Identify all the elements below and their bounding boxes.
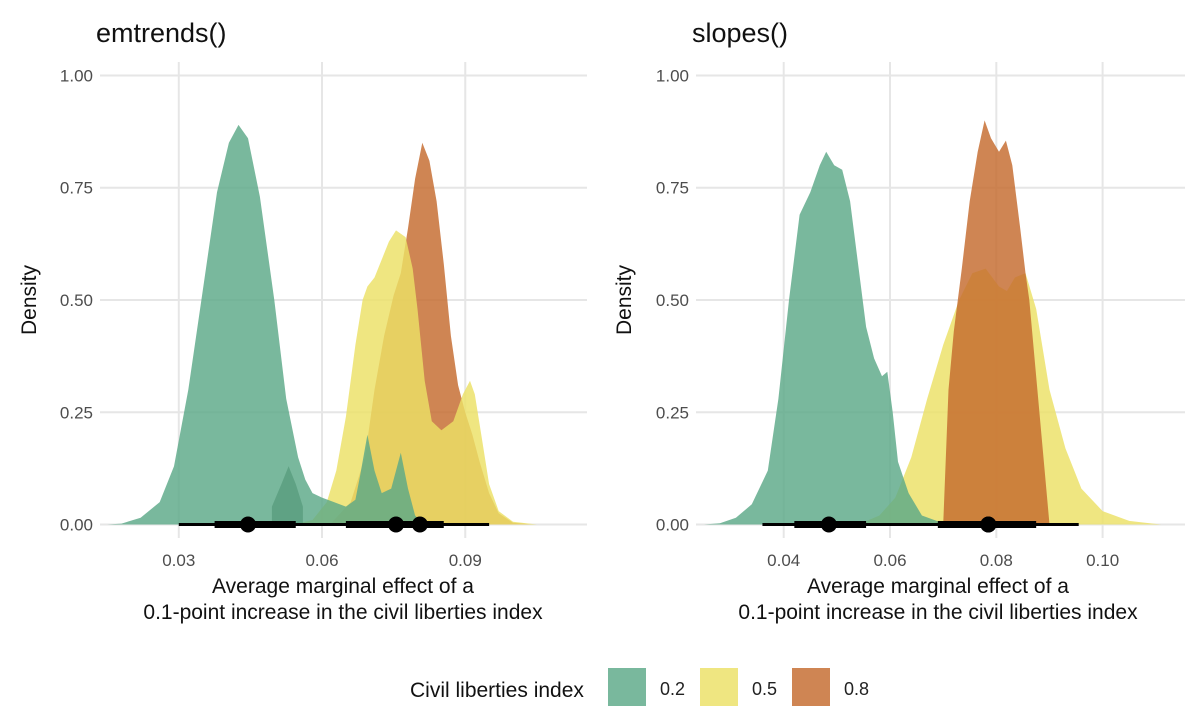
density-bump-0.2 [271, 466, 303, 525]
interval-point-0.8 [980, 516, 997, 533]
legend-title: Civil liberties index [410, 679, 584, 702]
y-tick-label: 0.25 [60, 403, 93, 422]
x-tick-label: 0.10 [1086, 551, 1119, 570]
density-0.5 [704, 268, 1162, 525]
y-axis-label: Density [18, 264, 41, 335]
legend-swatch-2 [792, 668, 830, 706]
legend-swatch-1 [700, 668, 738, 706]
interval-point-0.2 [820, 516, 837, 533]
density-0.2 [107, 124, 561, 525]
density-0.5 [107, 230, 566, 525]
x-tick-label: 0.06 [305, 551, 338, 570]
interval-point-0.2 [240, 516, 257, 533]
y-tick-label: 0.50 [656, 291, 689, 310]
y-axis-label: Density [613, 264, 636, 335]
legend-swatch-0 [608, 668, 646, 706]
interval-point-0.8 [411, 516, 428, 533]
legend-entry-0: 0.2 [608, 668, 685, 706]
x-tick-label: 0.04 [767, 551, 800, 570]
legend-label-2: 0.8 [844, 679, 869, 699]
x-tick-label: 0.09 [449, 551, 482, 570]
y-tick-label: 0.50 [60, 291, 93, 310]
x-tick-label: 0.03 [162, 551, 195, 570]
legend-label-1: 0.5 [752, 679, 777, 699]
y-tick-label: 1.00 [60, 66, 93, 85]
interval-point-0.5 [388, 516, 405, 533]
legend-entry-1: 0.5 [700, 668, 777, 706]
legend: Civil liberties index 0.2 0.5 0.8 [410, 668, 869, 706]
x-axis-label-line-0: Average marginal effect of a [212, 575, 474, 598]
y-tick-label: 1.00 [656, 66, 689, 85]
x-axis-label-line-1: 0.1-point increase in the civil libertie… [738, 601, 1138, 624]
panel-slopes: slopes() 0.00 0.25 0.50 0.75 1.00 0.04 0.06 0.08… [613, 18, 1185, 624]
x-axis-label-line-0: Average marginal effect of a [807, 575, 1069, 598]
y-tick-label: 0.75 [656, 179, 689, 198]
panel-emtrends: emtrends() 0.00 0.25 0.50 0.75 1.00 0.03 0.06 0.… [18, 18, 587, 624]
y-tick-label: 0.00 [60, 516, 93, 535]
x-axis-label-line-1: 0.1-point increase in the civil libertie… [143, 601, 543, 624]
x-tick-label: 0.08 [980, 551, 1013, 570]
density-0.2 [704, 151, 1162, 525]
chart-title: emtrends() [96, 18, 227, 48]
legend-label-0: 0.2 [660, 679, 685, 699]
chart-title: slopes() [692, 18, 788, 48]
x-tick-label: 0.06 [873, 551, 906, 570]
y-tick-label: 0.25 [656, 403, 689, 422]
y-tick-label: 0.75 [60, 179, 93, 198]
y-tick-label: 0.00 [656, 516, 689, 535]
legend-entry-2: 0.8 [792, 668, 869, 706]
